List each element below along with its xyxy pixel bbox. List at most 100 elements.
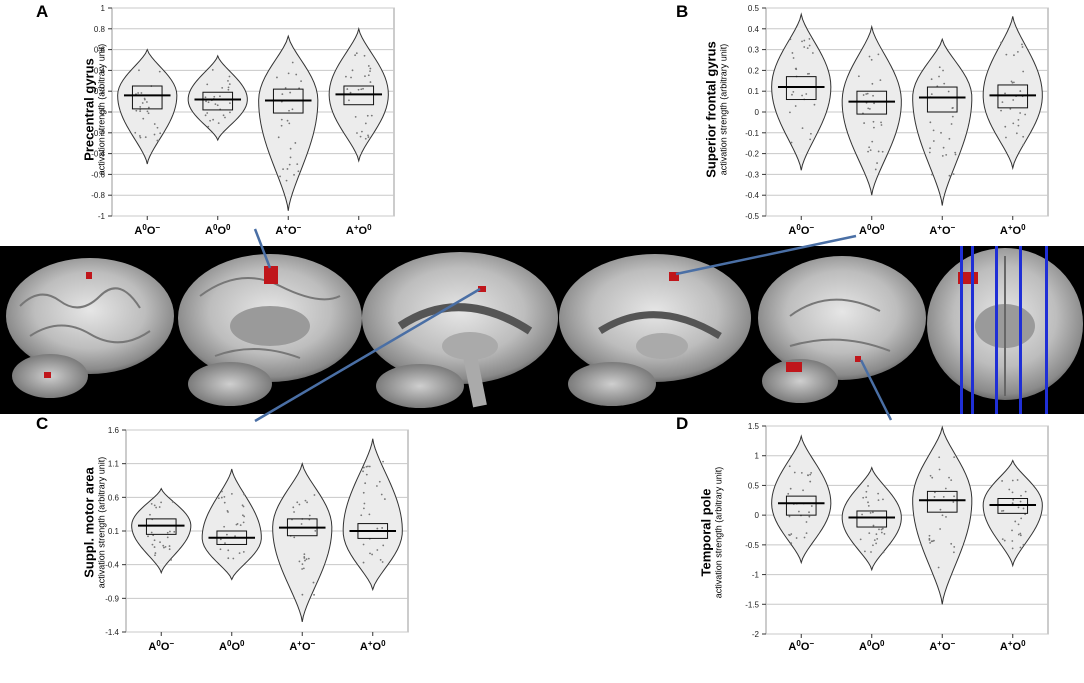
data-point	[214, 103, 217, 105]
data-point	[934, 491, 936, 494]
y-tick-label: -0.5	[745, 541, 759, 550]
data-point	[363, 54, 366, 57]
data-point	[291, 108, 294, 111]
data-point	[953, 495, 955, 498]
data-point	[155, 506, 158, 509]
data-point	[139, 136, 142, 139]
data-point	[348, 99, 350, 102]
data-point	[1001, 101, 1004, 103]
data-point	[928, 534, 931, 537]
data-point	[940, 131, 942, 134]
data-point	[789, 487, 792, 490]
violin-chart-b: 0.5 0.4 0.3 0.2 0.1 0 -0.1 -0.2 -0.3 -0.4 -0.5 A0O−…	[745, 4, 1049, 238]
data-point	[154, 554, 156, 557]
data-point	[241, 504, 244, 507]
data-point	[929, 541, 932, 544]
data-point	[376, 527, 379, 530]
data-point	[314, 529, 317, 532]
data-point	[865, 93, 868, 95]
data-point	[938, 66, 941, 69]
data-point	[151, 543, 154, 546]
slice-line	[971, 246, 974, 414]
data-point	[296, 501, 299, 504]
data-point	[289, 147, 292, 150]
data-point	[790, 141, 793, 144]
data-point	[1022, 543, 1025, 546]
y-tick-label: 0.6	[108, 493, 120, 502]
data-point	[159, 132, 162, 135]
box-2	[202, 91, 234, 111]
data-point	[941, 514, 944, 517]
data-point	[292, 506, 295, 509]
data-point	[943, 82, 946, 85]
box-1	[785, 76, 817, 101]
y-tick-label: 0	[755, 511, 760, 520]
data-point	[227, 549, 230, 552]
slice-line	[995, 246, 998, 414]
data-point	[153, 123, 156, 125]
data-point	[954, 151, 957, 154]
data-point	[952, 501, 955, 503]
data-point	[154, 552, 157, 554]
data-point	[942, 69, 944, 72]
y-tick-label: 0.3	[748, 46, 760, 55]
category-label: A+O−	[929, 223, 955, 238]
data-point	[872, 544, 874, 547]
data-point	[867, 501, 869, 504]
data-point	[1001, 538, 1004, 541]
data-point	[219, 538, 222, 541]
data-point	[367, 65, 370, 67]
data-point	[153, 539, 156, 542]
data-point	[872, 511, 874, 514]
activation-blob	[669, 272, 679, 281]
data-point	[207, 125, 210, 128]
data-point	[345, 75, 347, 78]
data-point	[142, 117, 145, 120]
y-tick-label: -0.8	[91, 191, 105, 200]
data-point	[227, 88, 230, 91]
y-tick-label: -1.5	[745, 600, 759, 609]
data-point	[868, 146, 871, 149]
data-point	[367, 465, 369, 468]
data-point	[954, 153, 957, 156]
data-point	[867, 485, 869, 487]
data-point	[361, 130, 363, 133]
data-point	[859, 538, 862, 541]
activation-blob	[786, 362, 802, 372]
data-point	[288, 109, 290, 112]
data-point	[1015, 132, 1018, 135]
data-point	[381, 561, 384, 563]
data-point	[284, 87, 287, 89]
data-point	[383, 498, 386, 500]
data-point	[1017, 124, 1020, 127]
y-tick-label: -0.4	[105, 561, 119, 570]
data-point	[371, 553, 373, 556]
data-point	[877, 150, 880, 153]
brain-slice-4	[559, 254, 751, 406]
violin-1	[117, 48, 178, 165]
data-point	[1000, 41, 1002, 44]
violin-2	[201, 468, 262, 581]
data-point	[135, 109, 138, 112]
data-point	[364, 137, 367, 140]
category-label: A0O0	[219, 639, 245, 654]
y-tick-label: 1.5	[748, 422, 760, 431]
data-point	[354, 115, 357, 118]
data-point	[158, 70, 161, 73]
data-point	[312, 581, 315, 584]
data-point	[370, 114, 373, 117]
data-point	[1013, 81, 1015, 84]
data-point	[875, 533, 878, 536]
data-point	[791, 93, 793, 96]
data-point	[941, 155, 944, 157]
data-point	[229, 102, 231, 105]
data-point	[883, 533, 886, 535]
data-point	[150, 502, 153, 505]
data-point	[380, 493, 383, 496]
data-point	[792, 57, 795, 59]
activation-blob	[86, 272, 92, 279]
data-point	[1000, 109, 1002, 112]
y-tick-label: 0.2	[94, 87, 106, 96]
data-point	[228, 75, 231, 78]
data-point	[204, 96, 207, 99]
